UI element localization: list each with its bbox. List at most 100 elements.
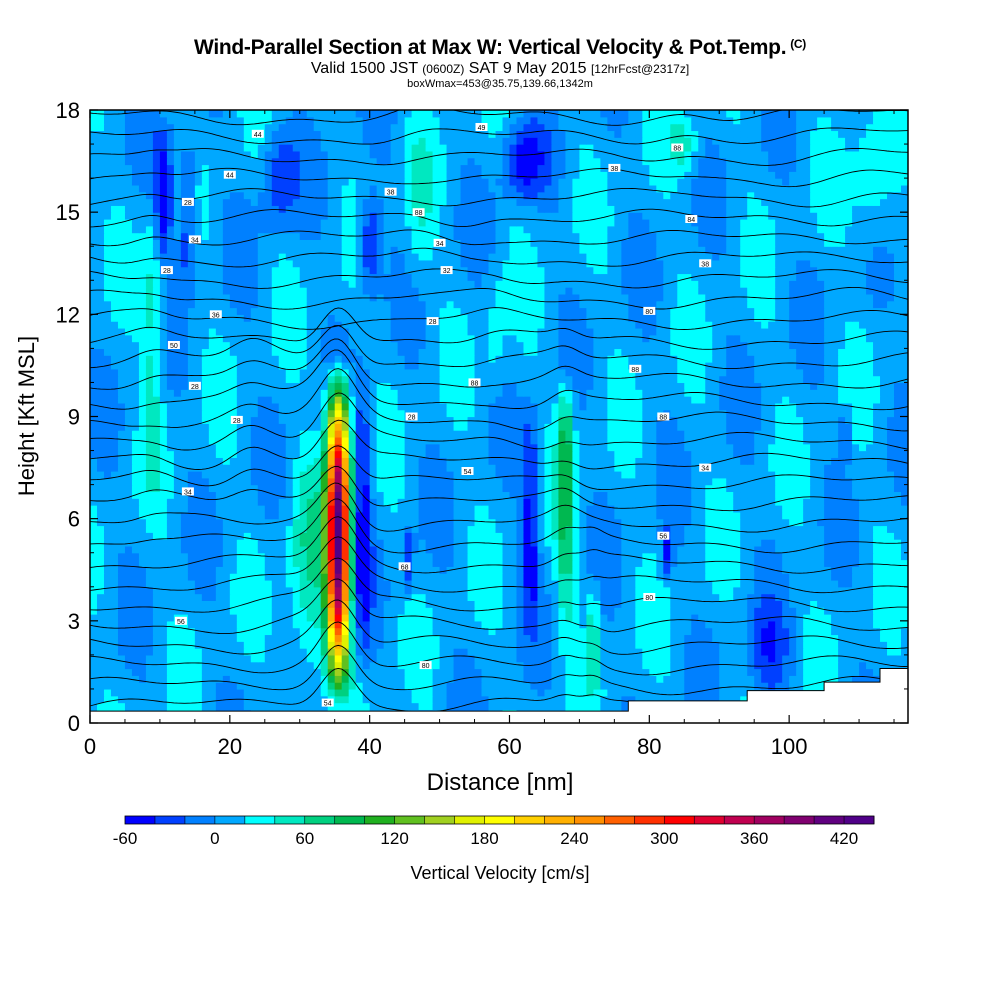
field-cell xyxy=(299,682,308,690)
field-cell xyxy=(733,620,741,629)
field-cell xyxy=(621,511,629,520)
field-cell xyxy=(586,641,594,649)
field-cell xyxy=(677,593,685,601)
field-cell xyxy=(327,470,336,479)
field-cell xyxy=(439,614,448,622)
field-cell xyxy=(271,614,280,622)
field-cell xyxy=(509,702,518,710)
field-cell xyxy=(306,552,315,561)
field-cell xyxy=(502,614,511,622)
field-cell xyxy=(327,559,336,567)
field-cell xyxy=(236,668,245,676)
field-cell xyxy=(880,634,888,642)
field-cell xyxy=(173,545,182,554)
field-cell xyxy=(257,430,266,438)
field-cell xyxy=(852,641,860,649)
field-cell xyxy=(453,464,462,472)
field-cell xyxy=(516,464,525,472)
field-cell xyxy=(264,477,273,486)
field-cell xyxy=(208,484,217,493)
field-cell xyxy=(425,654,434,663)
field-cell xyxy=(593,641,601,649)
field-cell xyxy=(313,688,322,697)
field-cell xyxy=(159,682,168,690)
field-cell xyxy=(593,661,601,670)
field-cell xyxy=(292,586,301,595)
field-cell xyxy=(663,484,671,493)
field-cell xyxy=(516,532,525,540)
field-cell xyxy=(488,559,497,567)
field-cell xyxy=(635,491,643,499)
field-cell xyxy=(159,695,168,704)
field-cell xyxy=(397,586,406,595)
field-cell xyxy=(327,627,336,636)
field-cell xyxy=(313,511,322,520)
field-cell xyxy=(145,634,154,642)
field-cell xyxy=(656,525,664,533)
field-cell xyxy=(418,566,427,574)
field-cell xyxy=(495,450,504,458)
field-cell xyxy=(649,532,657,540)
field-cell xyxy=(229,505,238,513)
field-cell xyxy=(551,518,560,527)
field-cell xyxy=(117,607,126,615)
field-cell xyxy=(96,586,105,595)
field-cell xyxy=(362,620,371,629)
field-cell xyxy=(117,573,126,581)
field-cell xyxy=(558,661,567,670)
field-cell xyxy=(243,430,252,438)
field-cell xyxy=(376,634,385,642)
field-cell xyxy=(488,505,497,513)
field-cell xyxy=(453,600,462,608)
field-cell xyxy=(845,477,853,486)
field-cell xyxy=(159,634,168,642)
field-cell xyxy=(446,470,455,479)
field-cell xyxy=(733,688,741,697)
field-cell xyxy=(264,627,273,636)
field-cell xyxy=(306,545,315,554)
field-cell xyxy=(334,682,343,690)
field-cell xyxy=(103,634,112,642)
field-cell xyxy=(376,532,385,540)
field-cell xyxy=(810,614,818,622)
field-cell xyxy=(565,539,574,547)
field-cell xyxy=(551,641,560,649)
field-cell xyxy=(754,627,762,636)
field-cell xyxy=(551,695,560,704)
field-cell xyxy=(229,484,238,493)
field-cell xyxy=(460,511,469,520)
field-cell xyxy=(201,539,210,547)
field-cell xyxy=(607,573,615,581)
field-cell xyxy=(467,511,476,520)
field-cell xyxy=(691,600,699,608)
field-cell xyxy=(411,457,420,465)
field-cell xyxy=(117,545,126,554)
field-cell xyxy=(656,484,664,493)
field-cell xyxy=(362,559,371,567)
field-cell xyxy=(614,682,622,690)
field-cell xyxy=(600,566,608,574)
field-cell xyxy=(474,675,483,683)
field-cell xyxy=(551,682,560,690)
field-cell xyxy=(789,545,797,554)
field-cell xyxy=(614,702,622,710)
field-cell xyxy=(677,566,685,574)
field-cell xyxy=(201,661,210,670)
field-cell xyxy=(390,552,399,561)
field-cell xyxy=(558,627,567,636)
field-cell xyxy=(901,593,908,601)
field-cell xyxy=(138,614,147,622)
field-cell xyxy=(593,498,601,506)
field-cell xyxy=(222,614,231,622)
field-cell xyxy=(369,668,378,676)
field-cell xyxy=(768,443,776,452)
field-cell xyxy=(852,552,860,561)
field-cell xyxy=(712,552,720,561)
field-cell xyxy=(698,559,706,567)
field-cell xyxy=(488,566,497,574)
field-cell xyxy=(397,532,406,540)
field-cell xyxy=(551,593,560,601)
field-cell xyxy=(425,498,434,506)
field-cell xyxy=(684,477,692,486)
field-cell xyxy=(180,661,189,670)
